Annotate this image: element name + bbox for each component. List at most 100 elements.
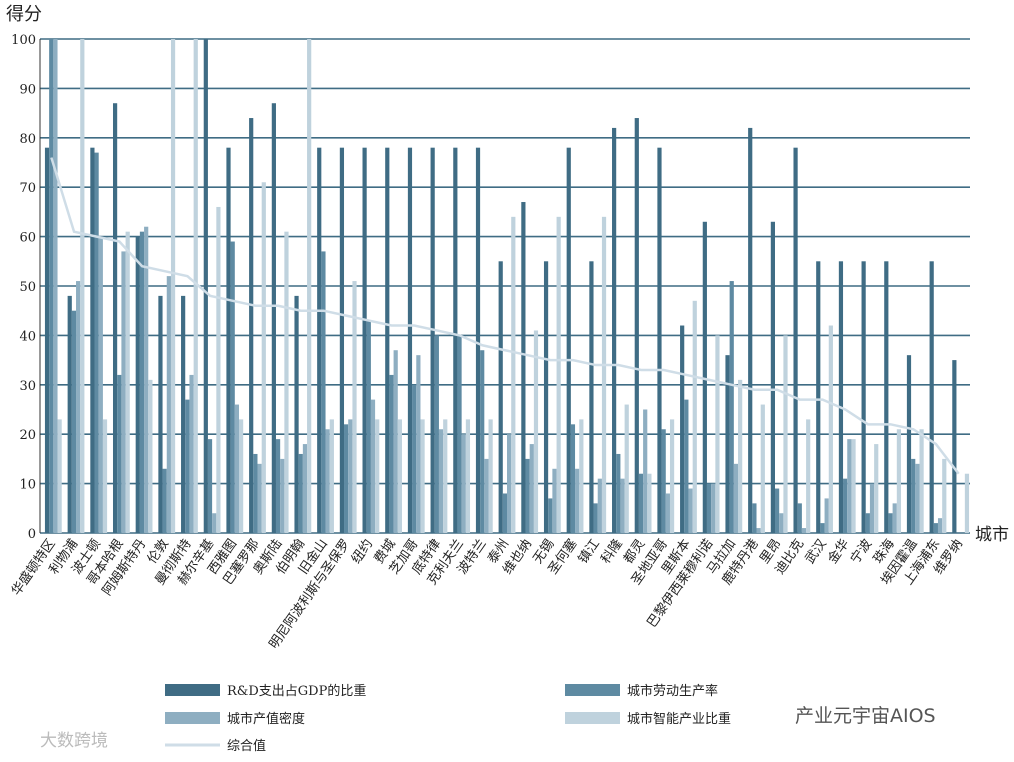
bar bbox=[884, 261, 889, 533]
bar bbox=[533, 330, 539, 533]
bar bbox=[430, 147, 435, 533]
bar bbox=[915, 463, 920, 533]
y-tick-label: 60 bbox=[19, 231, 36, 246]
bar bbox=[725, 355, 730, 533]
bar bbox=[321, 251, 326, 534]
bar bbox=[443, 419, 448, 533]
bar bbox=[44, 147, 50, 533]
bar bbox=[933, 523, 938, 533]
bar bbox=[865, 513, 870, 533]
y-tick-label: 10 bbox=[19, 478, 36, 493]
bar bbox=[575, 468, 580, 533]
bar bbox=[393, 350, 398, 533]
bar bbox=[193, 39, 198, 533]
bar bbox=[362, 147, 367, 533]
bar bbox=[843, 478, 848, 533]
bar bbox=[298, 453, 303, 533]
bar bbox=[529, 444, 534, 533]
bar bbox=[797, 503, 802, 533]
bar bbox=[257, 463, 262, 533]
bar bbox=[389, 374, 394, 533]
bar bbox=[416, 355, 421, 533]
bar bbox=[774, 488, 780, 533]
x-tick-label: 金华 bbox=[824, 536, 852, 566]
bar bbox=[634, 118, 639, 533]
bar bbox=[412, 384, 417, 533]
bar bbox=[942, 458, 947, 533]
bar bbox=[624, 404, 629, 533]
bar bbox=[729, 281, 734, 533]
bar bbox=[49, 39, 54, 533]
bar bbox=[484, 458, 489, 533]
bar bbox=[888, 513, 893, 533]
bar bbox=[294, 295, 299, 533]
bar bbox=[203, 39, 208, 533]
bar bbox=[783, 335, 788, 533]
bar bbox=[806, 419, 811, 533]
bar bbox=[760, 404, 765, 533]
bar bbox=[212, 513, 217, 533]
bar bbox=[684, 399, 689, 533]
bar bbox=[851, 439, 856, 533]
legend-swatch bbox=[565, 684, 620, 696]
watermark: 产业元宇宙AIOS bbox=[795, 705, 936, 727]
bar bbox=[94, 152, 99, 533]
bar bbox=[166, 276, 171, 533]
bar bbox=[756, 528, 761, 533]
x-tick-label: 纽约 bbox=[349, 537, 376, 567]
bar bbox=[525, 458, 530, 533]
x-tick-label: 武汉 bbox=[803, 537, 830, 567]
y-tick-label: 0 bbox=[28, 527, 36, 542]
bar bbox=[249, 118, 254, 533]
bar bbox=[793, 147, 798, 533]
bar bbox=[57, 419, 62, 533]
bar bbox=[657, 147, 662, 533]
bar bbox=[711, 483, 716, 533]
bar bbox=[438, 429, 444, 533]
legend-label: 城市劳动生产率 bbox=[627, 683, 718, 699]
bar bbox=[929, 261, 934, 533]
bar bbox=[226, 147, 231, 533]
y-tick-label: 90 bbox=[19, 82, 36, 97]
bar bbox=[207, 439, 213, 533]
legend-label: 城市智能产业比重 bbox=[627, 711, 731, 727]
bar bbox=[76, 281, 81, 533]
bar bbox=[869, 483, 875, 533]
bar bbox=[816, 261, 821, 533]
legend-label: R&D支出占GDP的比重 bbox=[227, 683, 366, 699]
bar bbox=[892, 503, 897, 533]
bar bbox=[770, 221, 775, 533]
legend-label: 综合值 bbox=[227, 738, 266, 754]
bar bbox=[302, 444, 308, 533]
bar bbox=[861, 261, 866, 533]
bar bbox=[847, 439, 852, 533]
bar bbox=[511, 216, 516, 533]
bar bbox=[647, 473, 652, 533]
bar bbox=[507, 434, 512, 533]
bar bbox=[397, 419, 402, 533]
x-tick-label: 镇江 bbox=[576, 537, 603, 567]
bar bbox=[125, 231, 130, 533]
bar bbox=[185, 399, 190, 533]
bar bbox=[284, 231, 289, 533]
bar bbox=[680, 325, 685, 533]
y-tick-label: 30 bbox=[19, 379, 36, 394]
bar bbox=[271, 103, 276, 533]
bar bbox=[919, 429, 924, 533]
bar bbox=[874, 444, 879, 533]
bar bbox=[738, 379, 743, 533]
bar bbox=[420, 419, 425, 533]
bar bbox=[461, 434, 466, 533]
bar bbox=[366, 320, 371, 533]
bar bbox=[498, 261, 503, 533]
bar bbox=[612, 127, 617, 534]
bar bbox=[593, 503, 598, 533]
bar bbox=[344, 424, 349, 533]
bar bbox=[643, 409, 648, 533]
bar bbox=[339, 147, 345, 533]
bar bbox=[521, 202, 526, 533]
y-tick-label: 70 bbox=[19, 181, 36, 196]
bar bbox=[579, 419, 584, 533]
bar bbox=[964, 473, 970, 533]
